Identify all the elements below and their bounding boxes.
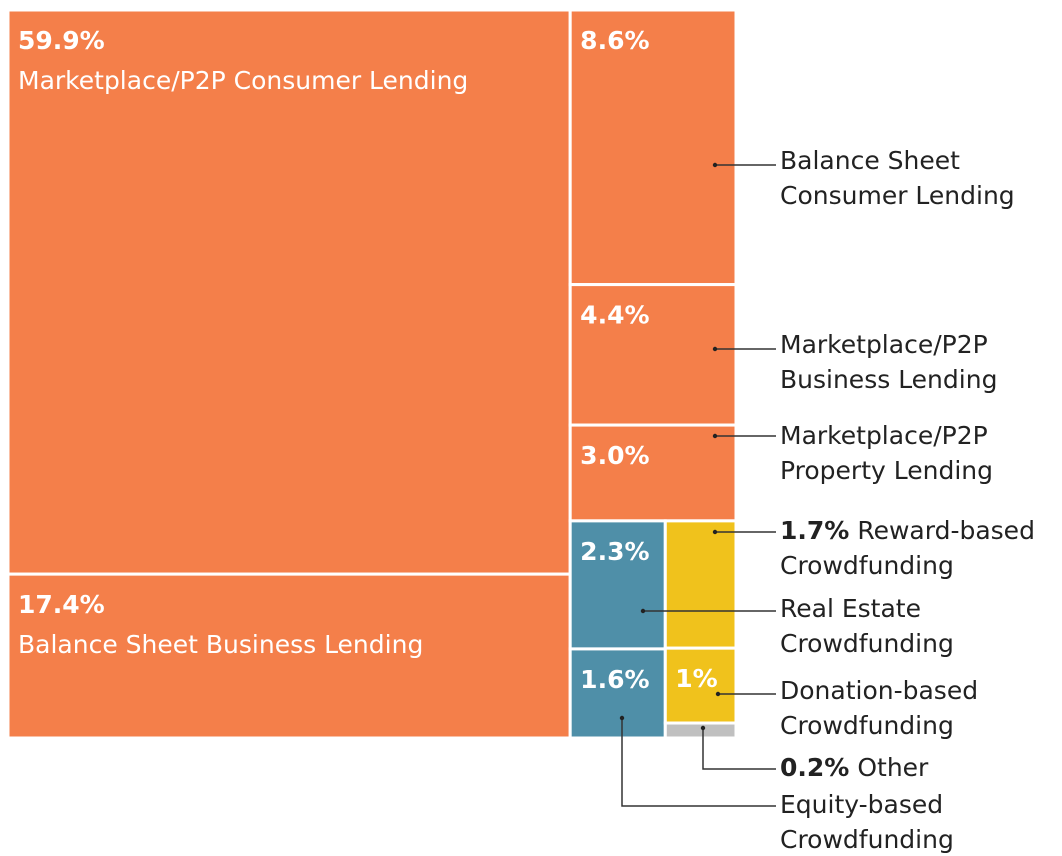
category-label: Real Estate Crowdfunding [780,594,954,658]
tile [6,572,572,740]
category-label: Marketplace/P2P Consumer Lending [18,66,468,95]
tile [568,283,738,427]
category-label: Equity-based Crowdfunding [780,790,954,854]
category-label: Donation-based Crowdfunding [780,676,986,740]
category-label: Balance Sheet Consumer Lending [780,146,1015,210]
tile [568,8,738,287]
tile [568,423,738,523]
value-label: 4.4% [580,301,649,330]
tile [663,519,738,650]
tile [568,647,667,740]
value-label: 2.3% [580,537,649,566]
category-label: Marketplace/P2P Business Lending [780,330,997,394]
tile [6,8,572,576]
category-label: Marketplace/P2P Property Lending [780,421,996,485]
leader-dot [715,691,721,697]
leader-dot [700,725,706,731]
category-label: Other [857,753,929,782]
leader-dot [712,162,718,168]
value-label: 1.7% [780,516,849,545]
value-label: 3.0% [580,441,649,470]
leader-line [621,718,776,807]
value-label: 59.9% [18,26,105,55]
value-label: 17.4% [18,590,105,619]
leader-line [702,728,776,770]
value-label: 1% [675,664,717,693]
tile [663,721,738,740]
leader-dot [712,529,718,535]
leader-dot [712,433,718,439]
category-label: Reward-based Crowdfunding [780,516,1043,580]
category-label: Balance Sheet Business Lending [18,630,423,659]
leader-dot [619,715,625,721]
value-label: 8.6% [580,26,649,55]
leader-dot [712,346,718,352]
value-label: 0.2% [780,753,849,782]
leader-dot [640,608,646,614]
value-label: 1.6% [580,665,649,694]
